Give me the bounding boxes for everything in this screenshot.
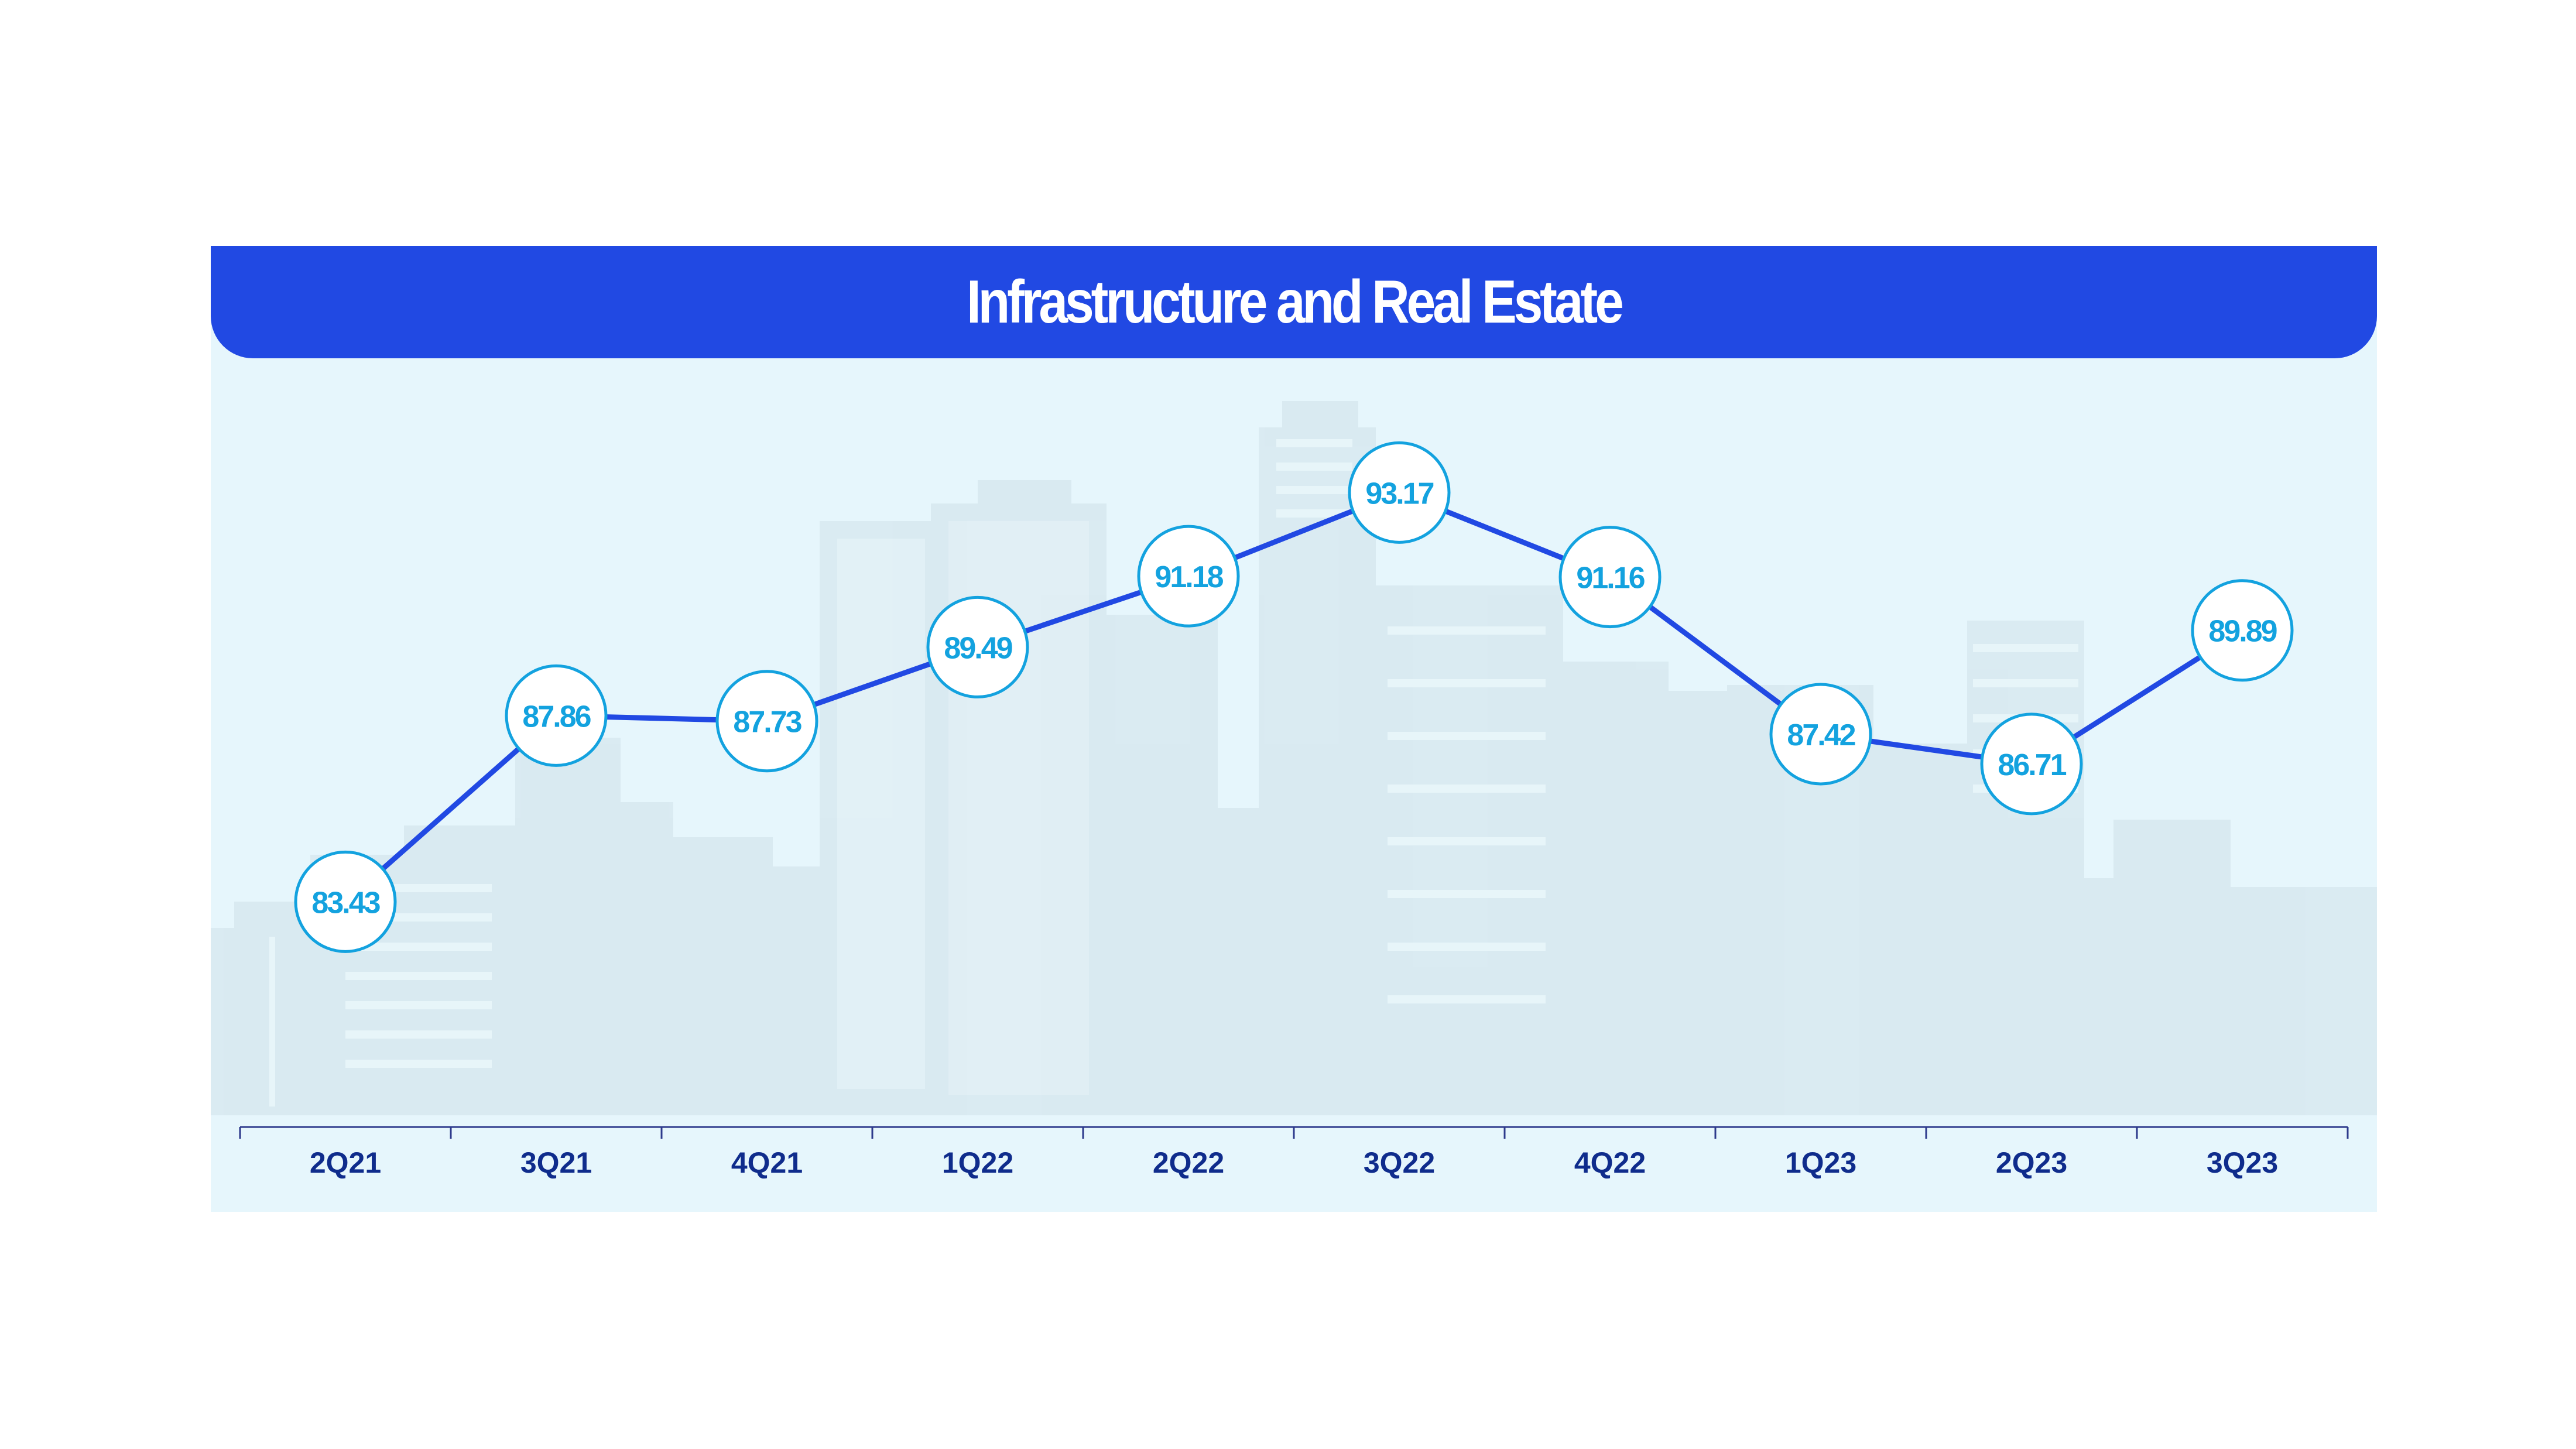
x-axis: [239, 1126, 2349, 1139]
data-label: 91.18: [1155, 560, 1223, 594]
data-point: 83.43: [294, 850, 397, 953]
chart-title-bar: Infrastructure and Real Estate: [211, 246, 2377, 358]
data-point-marker: [2191, 579, 2294, 682]
data-point-marker: [1980, 712, 2083, 816]
data-label: 87.86: [522, 700, 591, 734]
x-tick-label: 2Q21: [310, 1146, 381, 1179]
data-label: 83.43: [311, 886, 380, 920]
x-tick-label: 4Q21: [731, 1146, 803, 1179]
data-point-marker: [294, 850, 397, 953]
data-point: 87.73: [715, 670, 818, 773]
x-tick-label: 2Q22: [1153, 1146, 1224, 1179]
data-point: 87.86: [505, 664, 608, 767]
data-label: 91.16: [1576, 561, 1645, 595]
data-point: 89.89: [2191, 579, 2294, 682]
x-tick-label: 1Q23: [1785, 1146, 1856, 1179]
series-line: [342, 489, 2245, 905]
x-tick-label: 1Q22: [942, 1146, 1013, 1179]
data-label: 87.42: [1787, 718, 1855, 752]
data-point: 91.16: [1558, 526, 1662, 629]
series-line-layer: [342, 489, 2245, 905]
data-point: 87.42: [1769, 683, 1872, 786]
data-point: 86.71: [1980, 712, 2083, 816]
x-tick-label: 4Q22: [1574, 1146, 1646, 1179]
data-point: 91.18: [1137, 525, 1240, 628]
x-tick-label: 2Q23: [1996, 1146, 2067, 1179]
data-point-marker: [1558, 526, 1662, 629]
x-tick-labels: 2Q21 3Q21 4Q21 1Q22 2Q22 3Q22 4Q22 1Q23 2Q23 3Q23: [310, 1146, 2278, 1179]
data-point-marker: [715, 670, 818, 773]
data-point-marker: [1348, 441, 1451, 544]
data-label: 89.89: [2208, 615, 2276, 649]
x-tick-label: 3Q23: [2207, 1146, 2278, 1179]
data-point-marker: [1769, 683, 1872, 786]
data-point-marker: [926, 595, 1029, 698]
data-markers: 83.43 87.86 87.73 89.49 91.18 93.17 91.16 87.42…: [294, 441, 2294, 953]
chart-title: Infrastructure and Real Estate: [967, 268, 1624, 336]
x-tick-label: 3Q22: [1364, 1146, 1435, 1179]
data-label: 93.17: [1365, 477, 1433, 511]
data-label: 87.73: [733, 705, 801, 739]
city-skyline-background: [211, 401, 2377, 1115]
data-point-marker: [505, 664, 608, 767]
data-point: 93.17: [1348, 441, 1451, 544]
data-label: 86.71: [1998, 748, 2066, 782]
data-point: 89.49: [926, 595, 1029, 698]
data-point-marker: [1137, 525, 1240, 628]
x-tick-label: 3Q21: [520, 1146, 592, 1179]
data-label: 89.49: [944, 631, 1012, 665]
